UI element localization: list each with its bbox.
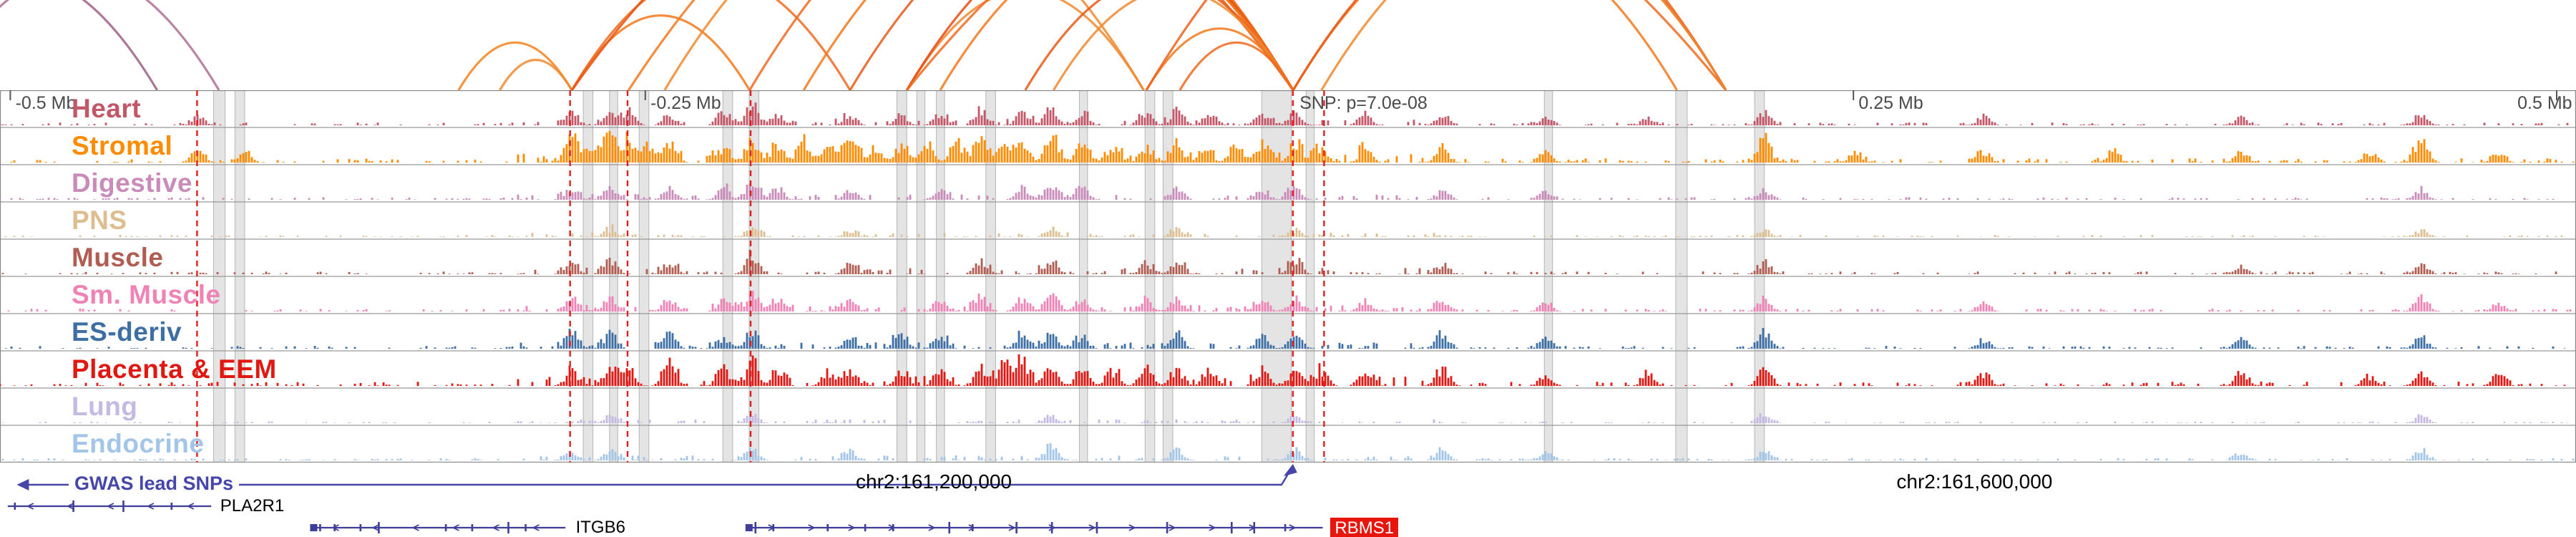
interaction-arc: [457, 42, 573, 90]
chromosome-coordinate-label: chr2:161,600,000: [1896, 470, 2053, 493]
gene-rbms1: [745, 522, 1323, 533]
interaction-arc: [570, 0, 852, 90]
signal-track-stromal: [10, 131, 2575, 163]
gene-name-label-pla2r1: PLA2R1: [220, 496, 285, 516]
signal-track-placenta-eem: [0, 354, 2566, 386]
gene-annotation-panel: [7, 464, 1323, 533]
signal-track-es-deriv: [4, 328, 2566, 349]
gene-name-label-itgb6: ITGB6: [575, 518, 625, 537]
track-label-heart: Heart: [72, 94, 142, 123]
interaction-arc: [0, 0, 220, 90]
interaction-arc: [1179, 42, 1294, 90]
interaction-arc: [1292, 0, 1727, 90]
interaction-arc: [1024, 0, 1294, 90]
interaction-arc: [1053, 0, 1294, 90]
signal-track-sm-muscle: [7, 291, 2572, 311]
gwas-lead-snps-label: GWAS lead SNPs: [69, 473, 240, 495]
gene-name-label-rbms1: RBMS1: [1330, 518, 1399, 537]
signal-track-heart: [0, 102, 2569, 125]
axis-label: -0.5 Mb: [15, 93, 77, 113]
interaction-arc: [1320, 0, 1727, 90]
signal-track-muscle: [1, 249, 2557, 274]
track-label-muscle: Muscle: [72, 243, 164, 272]
track-label-placenta-eem: Placenta & EEM: [72, 354, 277, 384]
signal-tracks-panel: [0, 90, 2576, 463]
gwas-snp-arrow-icon: [1283, 464, 1297, 476]
interaction-arc: [939, 0, 1294, 90]
signal-track-digestive: [0, 183, 2555, 200]
axis-label: 0.5 Mb: [2517, 93, 2572, 113]
gene-pla2r1: [7, 500, 212, 512]
interaction-arc: [663, 0, 1145, 90]
interaction-arc: [802, 0, 1294, 90]
track-label-es-deriv: ES-deriv: [72, 317, 182, 347]
interaction-arc: [499, 59, 573, 90]
track-label-pns: PNS: [72, 205, 127, 235]
interaction-arc: [905, 0, 1145, 90]
track-label-digestive: Digestive: [72, 168, 193, 198]
axis-label: -0.25 Mb: [650, 93, 721, 113]
interaction-arc: [570, 0, 1294, 90]
signal-track-endocrine: [1, 443, 2575, 460]
gene-itgb6: [310, 522, 566, 533]
chromosome-coordinate-label: chr2:161,200,000: [856, 470, 1012, 493]
interaction-arc: [905, 0, 1727, 90]
signal-track-pns: [4, 224, 2563, 237]
track-label-endocrine: Endocrine: [72, 429, 205, 458]
track-label-lung: Lung: [72, 392, 138, 421]
axis-label: SNP: p=7.0e-08: [1299, 93, 1428, 113]
interaction-arc: [82, 0, 158, 90]
axis-label: 0.25 Mb: [1858, 93, 1923, 113]
interaction-arc: [570, 14, 751, 90]
gwas-left-arrow-icon: [16, 479, 29, 490]
track-label-stromal: Stromal: [72, 131, 173, 160]
interaction-arcs-panel: [0, 0, 1727, 90]
track-label-sm-muscle: Sm. Muscle: [72, 280, 221, 309]
